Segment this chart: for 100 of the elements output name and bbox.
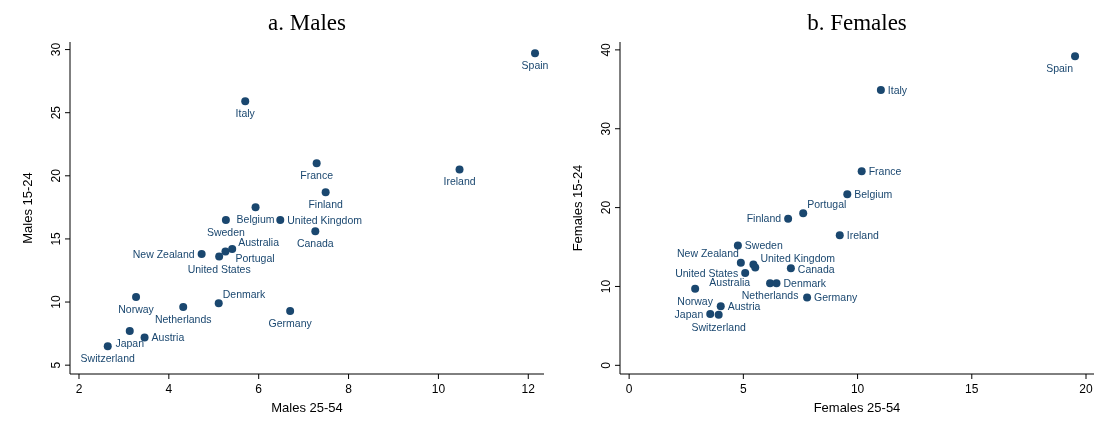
point (531, 49, 540, 58)
point (251, 203, 260, 212)
annotation: Austria (727, 299, 761, 312)
annotation: Norway (118, 302, 155, 315)
x-tick-label: 5 (740, 382, 748, 396)
y-tick-label: 25 (49, 105, 63, 120)
annotation: Portugal (807, 197, 847, 210)
point (1071, 52, 1080, 61)
point (733, 241, 742, 250)
point (241, 97, 250, 106)
y-tick-label: 5 (49, 361, 63, 369)
annotation: Germany (814, 291, 859, 304)
y-tick-label: 30 (599, 121, 613, 136)
chart-title: a. Males (268, 10, 347, 35)
x-tick-label: 4 (165, 382, 173, 396)
x-axis-title: Females 25-54 (813, 400, 901, 415)
point (799, 209, 808, 218)
annotation: Italy (887, 83, 908, 96)
point (125, 327, 134, 336)
x-tick-label: 6 (255, 382, 263, 396)
annotation: Germany (268, 316, 313, 329)
annotation: Japan (674, 307, 704, 320)
point (455, 165, 464, 174)
point (276, 215, 285, 224)
point (772, 279, 781, 288)
point (214, 299, 223, 308)
annotation: Australia (238, 235, 280, 248)
point (132, 293, 141, 301)
annotation: Australia (709, 276, 751, 289)
point (221, 215, 230, 224)
point (784, 214, 793, 223)
annotation: Denmark (783, 276, 827, 289)
annotation: Switzerland (691, 320, 746, 333)
annotation: Ireland (443, 175, 476, 188)
point (843, 190, 852, 199)
point (286, 306, 295, 315)
y-tick-label: 0 (599, 361, 613, 369)
x-tick-label: 8 (345, 382, 353, 396)
annotation: Belgium (854, 187, 893, 200)
point (706, 310, 715, 319)
point (857, 167, 866, 176)
chart-title: b. Females (807, 10, 907, 35)
point (311, 227, 320, 236)
annotation: New Zealand (132, 247, 195, 260)
annotation: Italy (235, 107, 256, 120)
x-tick-label: 10 (431, 382, 446, 396)
point (786, 264, 795, 273)
annotation: Japan (115, 336, 145, 349)
x-axis-title: Males 25-54 (271, 400, 343, 415)
annotation: United Kingdom (760, 252, 836, 265)
point (716, 302, 725, 311)
annotation: Sweden (206, 225, 246, 238)
annotation: France (868, 165, 902, 178)
annotation: Netherlands (154, 312, 212, 325)
annotation: United States (187, 263, 251, 276)
x-tick-label: 10 (850, 382, 865, 396)
point (321, 188, 330, 197)
annotation: Spain (521, 59, 549, 72)
annotation: New Zealand (676, 247, 739, 260)
annotation: France (300, 168, 334, 181)
point (103, 342, 112, 351)
point (228, 245, 237, 254)
point (197, 250, 206, 259)
annotation: Netherlands (741, 288, 799, 301)
x-tick-label: 15 (965, 382, 979, 396)
point (215, 252, 224, 261)
annotation: Switzerland (80, 351, 136, 364)
point (736, 258, 745, 267)
annotation: Canada (296, 237, 334, 250)
annotation: Belgium (236, 213, 275, 226)
annotation: United States (675, 266, 739, 279)
annotation: Norway (677, 294, 714, 307)
y-axis-title: Females 15-24 (570, 164, 585, 252)
point (221, 247, 230, 256)
y-tick-label: 10 (49, 295, 63, 309)
point (312, 159, 321, 168)
annotation: Sweden (744, 239, 783, 252)
point (741, 269, 750, 278)
y-tick-label: 40 (599, 42, 613, 57)
annotation: Finland (308, 197, 344, 210)
point (835, 231, 844, 240)
y-tick-label: 30 (49, 42, 63, 57)
annotation: Canada (797, 263, 835, 275)
point (876, 86, 885, 95)
annotation: Ireland (846, 228, 880, 241)
annotation: Austria (151, 331, 185, 344)
point (691, 284, 700, 293)
annotation: Finland (746, 212, 782, 225)
point (714, 310, 723, 319)
x-tick-label: 0 (625, 382, 633, 396)
y-tick-label: 10 (599, 279, 613, 294)
x-tick-label: 20 (1079, 382, 1093, 396)
annotation: Spain (1046, 61, 1074, 74)
x-tick-label: 12 (521, 382, 536, 396)
y-tick-label: 15 (49, 231, 63, 246)
annotation: Denmark (222, 287, 267, 300)
annotation: Portugal (235, 252, 275, 265)
x-tick-label: 2 (75, 382, 83, 396)
point (179, 303, 188, 312)
point (803, 293, 812, 302)
